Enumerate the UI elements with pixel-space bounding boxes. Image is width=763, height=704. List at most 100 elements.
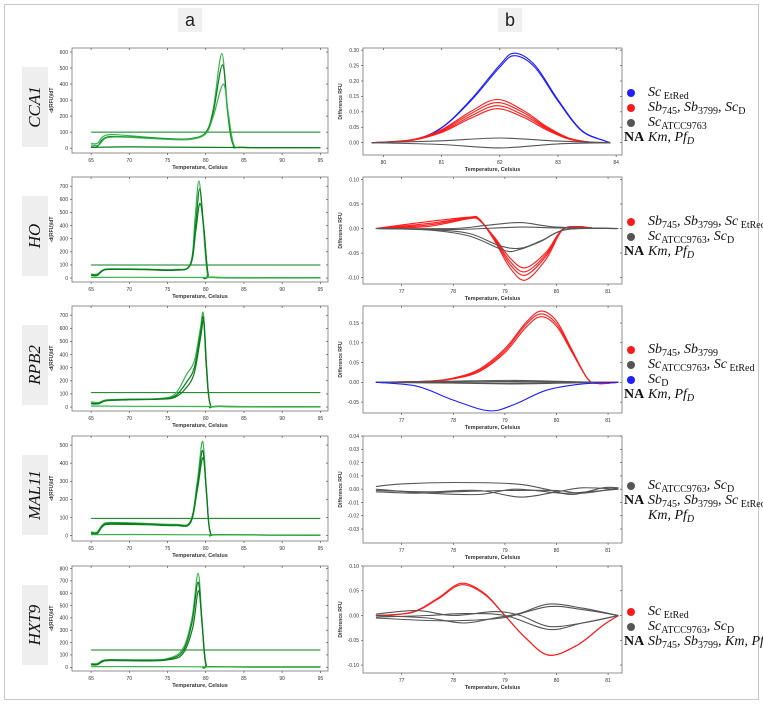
y-tick-label: 0.02: [349, 460, 359, 466]
legend-marker-gray: [627, 623, 635, 631]
x-tick-label: 78: [451, 289, 457, 295]
series-line-green-light: [91, 83, 321, 149]
legend-marker-red: [627, 104, 635, 112]
legend-na-label: NA: [624, 244, 645, 259]
y-tick-label: 0: [65, 533, 68, 539]
legend-label: Km, PfD: [648, 244, 695, 261]
legend-label: ScD: [648, 372, 669, 389]
chart-b-cca1: 80 81 82 83 84 0.00 0.05 0.10 0.15 0.20 0.25 0.30 Te…: [338, 47, 623, 173]
y-tick-label: 700: [60, 579, 69, 585]
y-axis-label: Difference RFU: [338, 601, 344, 638]
legend-label: Sb745, Sb3799, Sc EtRed,: [648, 493, 763, 510]
x-tick-label: 75: [165, 676, 171, 682]
y-tick-label: 0: [65, 405, 68, 411]
y-tick-label: 0.25: [349, 63, 359, 69]
x-tick-label: 77: [399, 548, 405, 554]
x-tick-label: 79: [502, 418, 508, 424]
x-tick-label: 80: [554, 548, 560, 554]
y-tick-label: 200: [60, 640, 69, 646]
chart-a-rpb2: 65 70 75 80 85 90 95 0 100 200 300 400 500 600 700 Temp…: [49, 305, 329, 429]
x-tick-label: 80: [554, 678, 560, 684]
legend-label: ScATCC9763, ScD: [648, 619, 735, 636]
x-tick-label: 80: [203, 158, 209, 164]
y-axis-label: -d(RFU)/dT: [49, 88, 55, 114]
x-tick-label: 65: [88, 546, 94, 552]
y-tick-label: 0.10: [349, 110, 359, 116]
x-tick-label: 78: [451, 418, 457, 424]
x-tick-label: 78: [451, 678, 457, 684]
series-line-gray: [375, 222, 619, 230]
x-tick-label: 65: [88, 416, 94, 422]
series-line-blue: [375, 381, 619, 412]
x-tick-label: 82: [497, 160, 503, 166]
legend-marker-red: [627, 608, 635, 616]
legend-marker-red: [627, 218, 635, 226]
x-tick-label: 95: [318, 287, 324, 293]
y-tick-label: 700: [60, 313, 69, 319]
x-axis-label: Temperature, Celsius: [465, 425, 521, 431]
x-tick-label: 81: [605, 548, 611, 554]
y-axis-label: -d(RFU)/dT: [49, 606, 55, 632]
legend-marker-gray: [627, 119, 635, 127]
gene-label-box: HXT9: [22, 585, 48, 665]
series-line-gray: [375, 612, 619, 631]
y-tick-label: 0.00: [349, 380, 359, 386]
x-tick-label: 95: [318, 416, 324, 422]
x-tick-label: 80: [203, 416, 209, 422]
x-tick-label: 75: [165, 546, 171, 552]
series-line-green-dark: [91, 146, 321, 149]
series-line-gray: [375, 487, 619, 498]
y-tick-label: 0.10: [349, 177, 359, 183]
y-tick-label: 300: [60, 628, 69, 634]
y-axis-label: Difference RFU: [338, 471, 344, 508]
y-tick-label: 100: [60, 653, 69, 659]
legend-label: Sb745, Sb3799: [648, 342, 718, 359]
plot-area: [71, 176, 329, 283]
y-tick-label: 400: [60, 223, 69, 229]
legend-label: Sb745, Sb3799, ScD: [648, 100, 746, 117]
y-tick-label: 800: [60, 566, 69, 572]
x-tick-label: 65: [88, 287, 94, 293]
legend-na-label: NA: [624, 493, 645, 508]
y-tick-label: 0: [65, 276, 68, 282]
y-tick-label: -0.10: [348, 275, 360, 281]
column-label-b: b: [498, 8, 522, 32]
series-line-gray: [371, 137, 611, 144]
series-line-gray: [375, 605, 619, 622]
x-tick-label: 85: [241, 287, 247, 293]
x-tick-label: 84: [613, 160, 619, 166]
y-axis-label: Difference RFU: [338, 341, 344, 378]
series-line-gray: [375, 227, 619, 253]
y-axis-label: Difference RFU: [338, 83, 344, 120]
y-tick-label: 500: [60, 210, 69, 216]
y-tick-label: 600: [60, 326, 69, 332]
x-axis-label: Temperature, Celsius: [465, 555, 521, 561]
gene-label-box: MAL11: [22, 455, 48, 535]
x-tick-label: 79: [502, 289, 508, 295]
legend-na-label: NA: [624, 634, 645, 649]
y-tick-label: 0.20: [349, 79, 359, 85]
legend-na-label: NA: [624, 130, 645, 145]
chart-a-hxt9: 65 70 75 80 85 90 95 0 100 200 300 400 500 600 700 800 T…: [49, 565, 329, 689]
y-tick-label: 100: [60, 130, 69, 136]
y-tick-label: 300: [60, 479, 69, 485]
x-tick-label: 95: [318, 676, 324, 682]
legend-label: Km, PfD: [648, 508, 695, 525]
y-tick-label: 0.00: [349, 226, 359, 232]
x-tick-label: 65: [88, 676, 94, 682]
series-line-gray: [375, 487, 619, 494]
y-tick-label: 200: [60, 379, 69, 385]
y-axis-label: Difference RFU: [338, 212, 344, 249]
x-tick-label: 81: [605, 418, 611, 424]
y-tick-label: 200: [60, 250, 69, 256]
x-tick-label: 85: [241, 546, 247, 552]
y-tick-label: -0.05: [348, 638, 360, 644]
y-tick-label: -0.01: [348, 500, 360, 506]
x-tick-label: 95: [318, 158, 324, 164]
series-line-green-dark: [91, 457, 321, 537]
legend-label: ScATCC9763, Sc EtRed: [648, 357, 755, 374]
plot-area: [362, 176, 623, 285]
x-tick-label: 70: [127, 546, 133, 552]
